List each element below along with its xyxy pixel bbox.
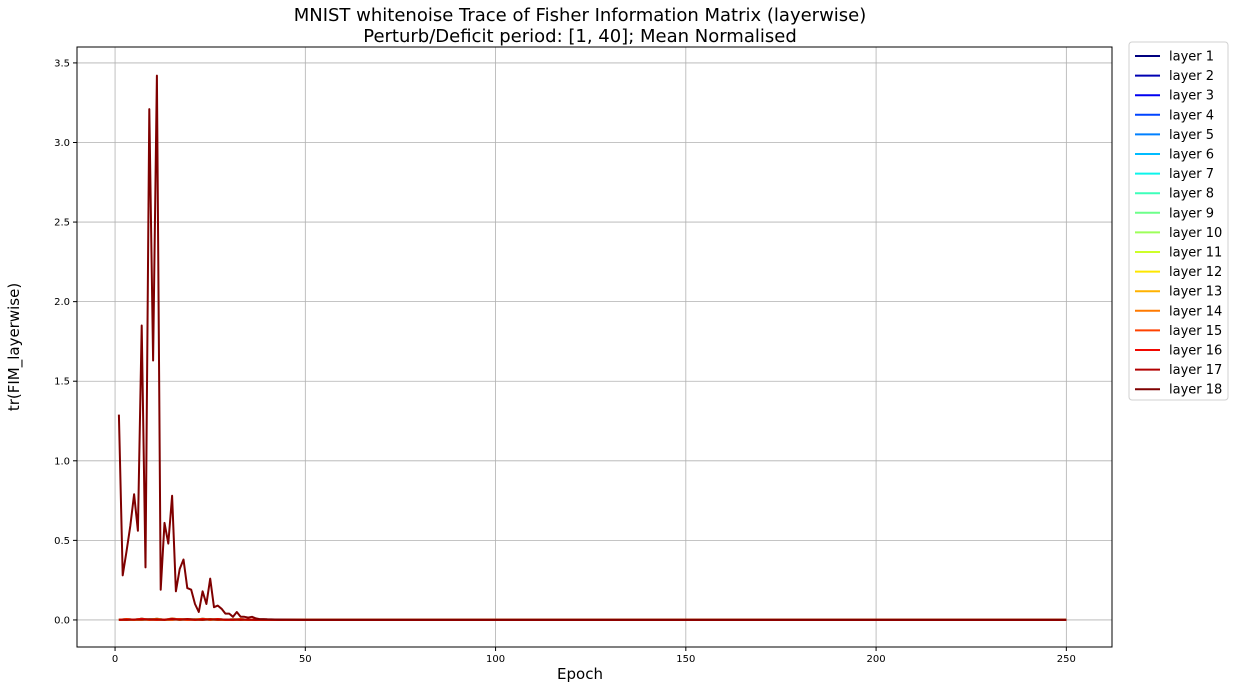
legend-label: layer 3 [1169, 89, 1214, 104]
x-tick-label: 200 [867, 654, 886, 665]
grid [77, 47, 1112, 647]
legend-label: layer 12 [1169, 265, 1222, 280]
y-tick-label: 1.5 [54, 377, 70, 388]
legend-label: layer 14 [1169, 304, 1222, 319]
legend-label: layer 8 [1169, 187, 1214, 202]
x-tick-label: 50 [299, 654, 312, 665]
legend-label: layer 9 [1169, 206, 1214, 221]
x-tick-label: 150 [676, 654, 695, 665]
y-tick-label: 1.0 [54, 456, 70, 467]
legend-label: layer 13 [1169, 285, 1222, 300]
y-axis-label: tr(FIM_layerwise) [5, 283, 24, 411]
legend-label: layer 18 [1169, 383, 1222, 398]
legend-label: layer 17 [1169, 363, 1222, 378]
plot-lines [117, 74, 1067, 621]
y-tick-label: 3.5 [54, 58, 70, 69]
x-axis-label: Epoch [557, 665, 603, 683]
y-tick-label: 3.0 [54, 138, 70, 149]
chart-subtitle: Perturb/Deficit period: [1, 40]; Mean No… [363, 26, 797, 47]
legend-label: layer 1 [1169, 50, 1214, 65]
y-tick-label: 2.0 [54, 297, 70, 308]
y-tick-label: 0.0 [54, 615, 70, 626]
legend-label: layer 2 [1169, 69, 1214, 84]
legend-label: layer 6 [1169, 148, 1214, 163]
legend-label: layer 11 [1169, 246, 1222, 261]
legend-label: layer 16 [1169, 344, 1222, 359]
y-tick-label: 2.5 [54, 218, 70, 229]
series-line-18 [117, 74, 1067, 621]
x-tick-label: 0 [112, 654, 118, 665]
x-tick-label: 250 [1057, 654, 1076, 665]
axis-ticks: 0 50 100 150 200 250 0.0 0.5 1.0 1.5 2.0 2.5 3.0 3.5 [54, 58, 1076, 665]
legend-label: layer 4 [1169, 108, 1214, 123]
plot-area-frame [76, 46, 1113, 648]
legend-label: layer 10 [1169, 226, 1222, 241]
legend-label: layer 15 [1169, 324, 1222, 339]
legend-label: layer 5 [1169, 128, 1214, 143]
x-tick-label: 100 [486, 654, 505, 665]
y-tick-label: 0.5 [54, 536, 70, 547]
chart-title: MNIST whitenoise Trace of Fisher Informa… [294, 5, 867, 26]
legend: layer 1 layer 2 layer 3 layer 4 layer 5 layer… [1128, 41, 1229, 401]
legend-label: layer 7 [1169, 167, 1214, 182]
